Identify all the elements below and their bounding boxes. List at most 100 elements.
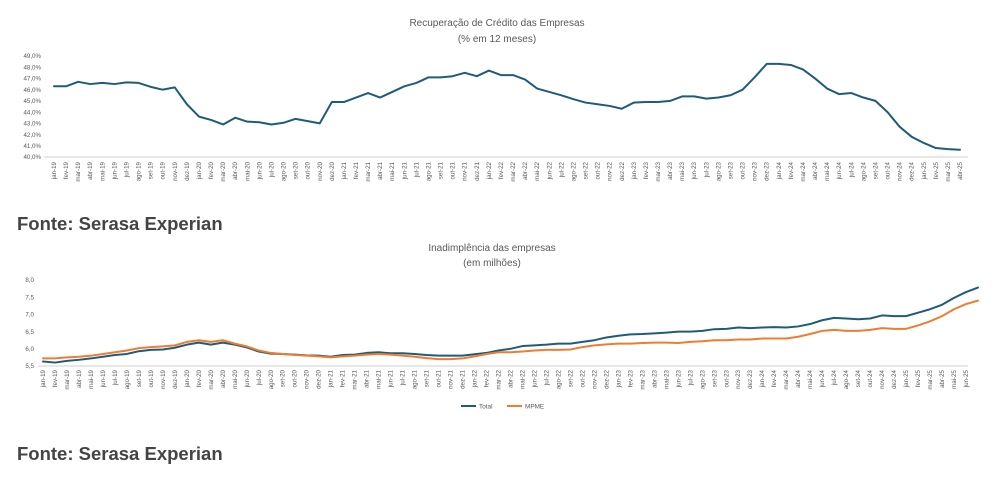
x-tick-label: abr-19: [87, 161, 94, 179]
x-tick-label: mai-22: [519, 369, 526, 388]
x-tick-label: set-24: [855, 369, 862, 387]
x-tick-label: mai-23: [679, 161, 686, 180]
x-tick-label: mai-22: [534, 161, 541, 180]
x-tick-label: dez-24: [891, 369, 898, 388]
x-tick-label: jan-20: [184, 369, 191, 388]
x-tick-label: nov-23: [752, 161, 759, 180]
x-tick-label: fev-22: [484, 369, 491, 387]
x-tick-label: abr-23: [667, 161, 674, 179]
x-tick-label: jun-19: [100, 369, 107, 388]
x-tick-label: ago-24: [860, 161, 867, 181]
x-tick-label: jan-20: [196, 161, 203, 180]
x-tick-label: ago-22: [570, 161, 577, 181]
chart-subtitle: (% em 12 meses): [458, 34, 536, 45]
y-tick-label: 8,0: [25, 277, 34, 284]
x-tick-label: fev-19: [52, 369, 59, 387]
x-tick-label: out-21: [450, 161, 457, 179]
x-tick-label: set-20: [293, 161, 300, 179]
x-tick-label: jan-24: [776, 161, 783, 180]
x-tick-label: nov-19: [172, 161, 179, 180]
x-tick-label: out-19: [160, 161, 167, 179]
x-tick-label: abr-24: [812, 161, 819, 179]
x-tick-label: out-22: [579, 369, 586, 387]
x-tick-label: jun-25: [963, 369, 970, 388]
x-tick-label: mar-22: [496, 369, 503, 389]
x-tick-label: jul-21: [400, 369, 407, 386]
x-tick-label: ago-21: [412, 369, 419, 389]
series-line-recupera-o-de-cr-dito: [53, 62, 961, 151]
y-tick-label: 6,5: [25, 329, 34, 336]
x-tick-label: set-22: [567, 369, 574, 387]
y-tick-label: 46,0%: [23, 87, 41, 94]
x-tick-label: jun-20: [244, 369, 251, 388]
x-tick-label: fev-24: [788, 161, 795, 179]
x-tick-label: nov-24: [879, 369, 886, 388]
y-tick-label: 7,0: [25, 312, 34, 319]
x-tick-label: set-21: [438, 161, 445, 179]
x-tick-label: out-21: [436, 369, 443, 387]
x-tick-label: jun-23: [691, 161, 698, 180]
x-tick-label: mar-25: [927, 369, 934, 389]
x-tick-label: jun-22: [531, 369, 538, 388]
x-tick-label: jul-22: [558, 161, 565, 178]
x-tick-label: mar-24: [800, 161, 807, 181]
chart-title: Inadimplência das empresas: [428, 243, 555, 254]
y-tick-label: 45,0%: [23, 98, 41, 105]
chart-subtitle: (em milhões): [463, 258, 521, 269]
x-tick-label: jun-19: [111, 161, 118, 180]
x-tick-label: jun-21: [401, 161, 408, 180]
x-tick-label: nov-20: [304, 369, 311, 388]
x-tick-label: out-23: [723, 369, 730, 387]
x-tick-label: nov-21: [462, 161, 469, 180]
source-note: Fonte: Serasa Experian: [17, 443, 223, 464]
x-tick-label: ago-20: [281, 161, 288, 181]
x-tick-label: jul-24: [831, 369, 838, 386]
y-tick-label: 47,0%: [23, 76, 41, 83]
x-tick-label: jul-19: [112, 369, 119, 386]
x-tick-label: fev-21: [340, 369, 347, 387]
x-tick-label: mar-21: [365, 161, 372, 181]
y-tick-label: 40,0%: [23, 154, 41, 161]
x-tick-label: jan-21: [341, 161, 348, 180]
x-tick-label: mar-21: [352, 369, 359, 389]
x-tick-label: mar-23: [639, 369, 646, 389]
x-tick-label: nov-22: [607, 161, 614, 180]
x-tick-label: mai-19: [99, 161, 106, 180]
x-tick-label: fev-19: [63, 161, 70, 179]
x-tick-label: mar-19: [64, 369, 71, 389]
y-tick-label: 43,0%: [23, 121, 41, 128]
x-tick-label: ago-20: [268, 369, 275, 389]
x-tick-label: jan-25: [921, 161, 928, 180]
legend-label-total: Total: [479, 404, 493, 411]
x-tick-label: jun-21: [388, 369, 395, 388]
x-tick-label: jan-19: [51, 161, 58, 180]
x-tick-label: abr-22: [507, 369, 514, 387]
x-tick-label: mai-25: [951, 369, 958, 388]
x-tick-label: out-22: [595, 161, 602, 179]
x-tick-label: mai-24: [824, 161, 831, 180]
x-tick-label: out-23: [740, 161, 747, 179]
x-tick-label: mai-21: [376, 369, 383, 388]
x-tick-label: out-24: [885, 161, 892, 179]
x-tick-label: ago-19: [136, 161, 143, 181]
x-tick-label: set-19: [148, 161, 155, 179]
x-tick-label: nov-19: [160, 369, 167, 388]
x-tick-label: abr-25: [957, 161, 964, 179]
x-tick-label: abr-21: [364, 369, 371, 387]
x-tick-label: nov-23: [735, 369, 742, 388]
x-tick-label: ago-23: [699, 369, 706, 389]
x-tick-label: jan-23: [615, 369, 622, 388]
x-tick-label: nov-22: [591, 369, 598, 388]
x-tick-label: jul-22: [543, 369, 550, 386]
x-tick-label: fev-25: [915, 369, 922, 387]
series-line-total: [42, 286, 979, 364]
x-tick-label: mai-20: [232, 369, 239, 388]
y-tick-label: 49,0%: [23, 53, 41, 60]
legend: Total MPME: [461, 404, 544, 411]
x-tick-label: jan-23: [631, 161, 638, 180]
y-tick-label: 5,5: [25, 363, 34, 370]
x-tick-label: dez-22: [603, 369, 610, 388]
y-tick-label: 48,0%: [23, 64, 41, 71]
x-tick-label: mar-25: [945, 161, 952, 181]
x-tick-label: fev-20: [208, 161, 215, 179]
